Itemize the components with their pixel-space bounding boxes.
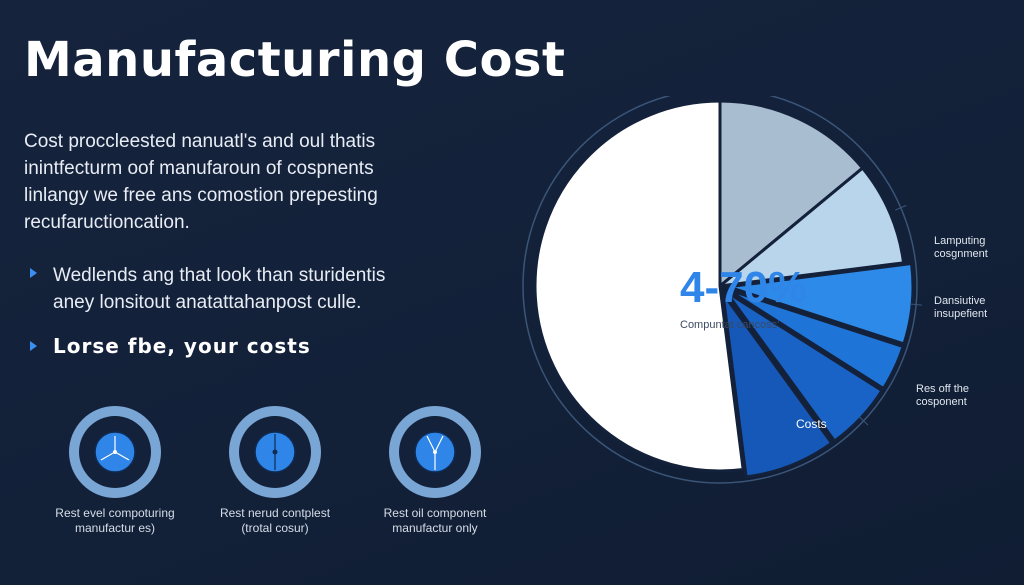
pie-leader-line (895, 204, 907, 211)
pie-leader-line (910, 303, 923, 306)
bullet-text: Wedlends ang that look than sturidentis … (53, 262, 385, 316)
icon-caption: Rest nerud contplest (trotal cosur) (200, 506, 350, 536)
bullet-line: aney lonsitout anatattahanpost culle. (53, 292, 362, 313)
intro-line: linlangy we free ans comostion prepestin… (24, 185, 378, 206)
pie-leader-lines (858, 204, 923, 426)
icon-caption: Rest oil component manufactur only (360, 506, 510, 536)
caption-line: Rest oil component (383, 506, 487, 520)
bullet-point-highlight: Lorse fbe, your costs (30, 334, 311, 358)
pie-outer-ring-circle (522, 96, 918, 484)
icon-card: Rest nerud contplest (trotal cosur) (200, 404, 350, 536)
icon-card: Rest oil component manufactur only (360, 404, 510, 536)
pie-center-sublabel: Compuntat cancoss' (680, 319, 779, 331)
pie-outer-label: Dansiutive (934, 295, 985, 307)
intro-line: inintfecturm oof manufaroun of cospnents (24, 158, 374, 179)
pie-slices (533, 99, 915, 479)
pie-outer-label: Res off the (916, 383, 969, 395)
intro-line: recufaructioncation. (24, 212, 190, 233)
pie-slice (718, 99, 865, 290)
pie-slice (533, 99, 745, 473)
pie-leader-line (858, 416, 869, 426)
pie-outer-label: cosponent (916, 396, 967, 408)
target-icon (389, 406, 481, 498)
bullet-point: Wedlends ang that look than sturidentis … (30, 262, 385, 316)
icon-caption: Rest evel compoturing manufactur es) (40, 506, 190, 536)
pie-outer-label: insupefient (934, 308, 987, 320)
pie-slice (726, 287, 906, 391)
pie-slice-label: Costs (796, 417, 827, 431)
pie-outer-label: Lamputing (934, 235, 985, 247)
caption-line: Rest nerud contplest (219, 506, 331, 520)
intro-line: Cost proccleested nanuatl's and oul that… (24, 131, 376, 152)
pie-chart: 4-70% Compuntat cancoss' Costs Lamputing… (522, 96, 988, 484)
target-icon (69, 406, 161, 498)
bullet-arrow-icon (30, 268, 37, 278)
pie-slice (715, 165, 906, 289)
caption-line: manufactur es) (74, 521, 156, 535)
pie-outer-label: cosgnment (934, 248, 988, 260)
pie-outer-ring (522, 96, 918, 484)
pie-center-label: 4-70% (680, 263, 807, 312)
bullet-arrow-icon (30, 341, 37, 351)
caption-line: (trotal cosur) (241, 521, 309, 535)
target-icon (229, 406, 321, 498)
intro-paragraph: Cost proccleested nanuatl's and oul that… (24, 128, 464, 236)
icon-card: Rest evel compoturing manufactur es) (40, 404, 190, 536)
page-title: Manufacturing Cost (24, 32, 566, 88)
bullet-line: Wedlends ang that look than sturidentis (53, 265, 386, 286)
caption-line: Rest evel compoturing (55, 506, 175, 520)
bullet-text: Lorse fbe, your costs (53, 334, 311, 358)
caption-line: manufactur only (392, 521, 478, 535)
pie-slice (721, 292, 834, 479)
